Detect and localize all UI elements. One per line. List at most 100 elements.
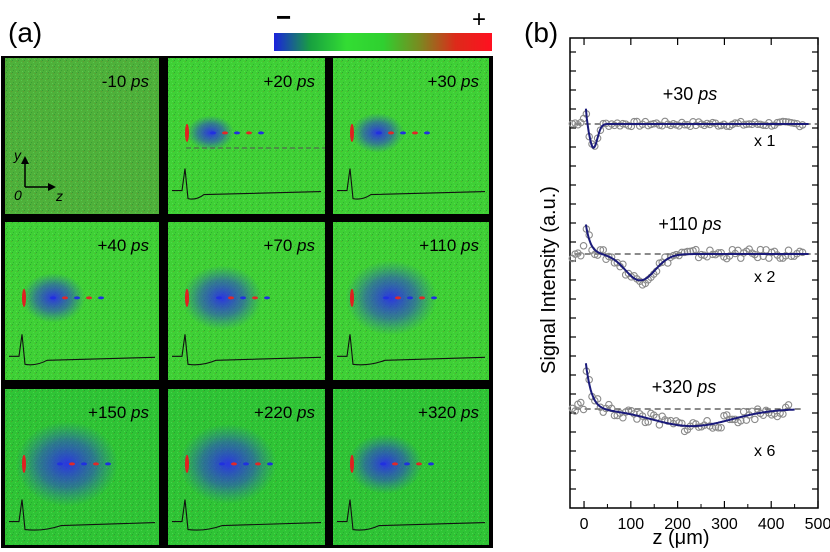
tile: +220 ps [168, 389, 325, 545]
chart-xlabel: z (μm) [652, 527, 709, 549]
tile: +30 ps [333, 58, 489, 214]
tile-dot [69, 462, 75, 466]
tile-dot [424, 131, 430, 135]
tile-dot [258, 131, 264, 135]
tile-dot [57, 462, 63, 466]
data-point [708, 118, 717, 127]
tile-noise [5, 58, 159, 214]
tile: +20 ps [168, 58, 325, 214]
data-point [678, 419, 686, 428]
tile: +110 ps [333, 222, 489, 380]
x-tick-label: 0 [580, 516, 589, 533]
data-point [784, 401, 793, 409]
tile-dot [388, 131, 394, 135]
tile-dot [219, 462, 225, 466]
x-tick-label: 200 [664, 516, 691, 533]
trace-label: +320 ps [652, 377, 717, 397]
tile-trace [172, 334, 322, 366]
tile-trace [172, 499, 322, 531]
tile-trace [337, 499, 486, 531]
data-point [787, 118, 796, 127]
axis-inset-z: z [55, 188, 63, 204]
fit-curve [584, 224, 809, 282]
data-point [579, 405, 588, 414]
tile-dot [264, 296, 270, 300]
tile-dot [267, 462, 273, 466]
data-point [739, 407, 748, 416]
axis-inset-y: y [13, 147, 22, 163]
data-point [577, 251, 585, 260]
tile-blob [15, 421, 119, 507]
tile-label: +40 ps [97, 236, 149, 255]
tile-dot [74, 296, 80, 300]
tile-dot [243, 462, 249, 466]
trace: +320 ps x 6 [568, 363, 804, 460]
data-point [641, 418, 650, 427]
trace: +110 ps x 2 [568, 214, 818, 289]
tile-dot [231, 462, 237, 466]
tile-dot [93, 462, 99, 466]
chart-b: 0 100 200 300 400 500 +30 ps x 1 +110 ps x 2 +320 … [568, 37, 830, 533]
data-point [599, 246, 607, 254]
tile-red-marker [350, 288, 354, 307]
trace-scale-label: x 6 [754, 443, 775, 460]
tile: +40 ps [5, 222, 159, 380]
tile-dot [412, 131, 418, 135]
tile-dot [252, 296, 258, 300]
tile-dot [404, 462, 410, 466]
x-tick-label: 300 [711, 516, 738, 533]
trace-scale-label: x 2 [754, 269, 775, 286]
tile-label: +150 ps [88, 403, 149, 422]
data-point [568, 120, 577, 128]
tile-red-marker [22, 454, 26, 473]
tile-blob [181, 265, 263, 331]
tile-dot [431, 296, 437, 300]
data-point [579, 242, 588, 250]
tile-dot [392, 462, 398, 466]
tile-label: +110 ps [419, 236, 479, 255]
panel-b-label: (b) [524, 17, 558, 48]
colorbar-plus-label: + [472, 6, 486, 33]
tile-dot [246, 131, 252, 135]
tile-red-marker [350, 123, 354, 142]
tile-dot [228, 296, 234, 300]
fit-curve [584, 108, 809, 150]
data-point [605, 252, 613, 261]
tile-trace [9, 334, 156, 366]
tile-trace [337, 334, 486, 366]
data-point [714, 249, 723, 257]
data-point [784, 118, 793, 126]
tile-blob [345, 260, 437, 336]
tile-dot [419, 296, 425, 300]
data-point [655, 121, 664, 129]
tile: +320 ps [333, 389, 489, 545]
data-point [776, 118, 784, 126]
axis-inset-origin: 0 [14, 187, 22, 203]
tile-dot [210, 131, 216, 135]
data-point [619, 414, 627, 422]
tile-dot [400, 131, 406, 135]
tile: -10 ps [5, 58, 159, 214]
data-point [773, 118, 782, 127]
x-tick-label: 500 [805, 516, 830, 533]
tile-trace [9, 499, 156, 531]
x-tick-label: 100 [617, 516, 644, 533]
tile-dot [216, 296, 222, 300]
panel-a-label: (a) [8, 17, 42, 48]
data-point [577, 398, 585, 407]
tile-label: +220 ps [254, 403, 315, 422]
trace-label: +110 ps [658, 214, 721, 234]
colorbar: − + [274, 2, 492, 51]
trace-scale-label: x 1 [754, 133, 775, 150]
tile: +70 ps [168, 222, 325, 380]
tile-red-marker [185, 123, 189, 142]
tile-label: -10 ps [102, 72, 150, 91]
tile-dot [380, 462, 386, 466]
axes-inset: y z 0 [13, 147, 63, 204]
x-tick-label: 400 [758, 516, 785, 533]
tile-dot [428, 462, 434, 466]
tile-label: +320 ps [418, 403, 479, 422]
tile-dot [255, 462, 261, 466]
tile-label: +70 ps [263, 236, 315, 255]
